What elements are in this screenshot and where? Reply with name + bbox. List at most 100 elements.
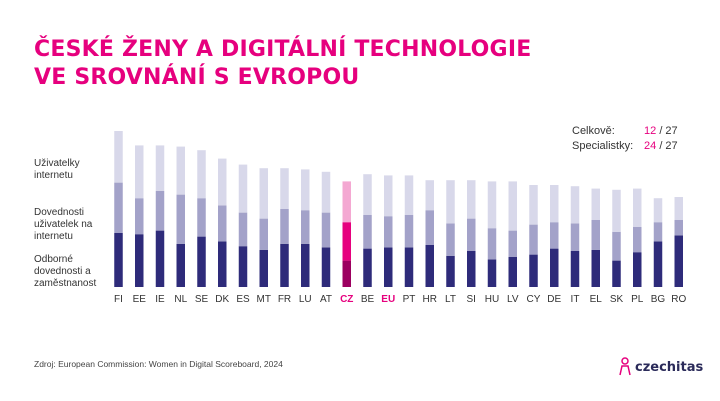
bar-at-segment-3 [321,171,331,213]
bar-be-segment-1 [363,248,372,287]
bar-ee-segment-2 [135,198,144,235]
tick-label-el: EL [590,294,603,305]
bar-be-segment-3 [363,174,372,215]
tick-label-hr: HR [423,294,437,305]
bar-se-segment-3 [197,150,206,199]
bar-fi-segment-3 [114,131,123,183]
bar-ee-segment-3 [135,145,144,199]
bar-dk-segment-1 [218,241,227,287]
bar-sk-segment-3 [612,189,621,232]
bar-de-segment-3 [550,185,559,223]
bar-es-segment-3 [238,164,248,213]
bar-lt-segment-2 [446,223,455,256]
bar-lt-segment-1 [446,255,455,287]
bar-sk-segment-1 [612,260,621,287]
bar-el-segment-1 [591,249,600,287]
bar-el-segment-2 [591,219,600,250]
tick-label-es: ES [236,294,250,305]
czechitas-logo: czechitas [617,357,703,377]
bar-lv-segment-3 [508,181,517,231]
logo-icon [619,357,631,376]
tick-label-it: IT [571,294,580,305]
label-internet-users: Uživatelky internetu [34,158,80,181]
source-note: Zdroj: European Commission: Women in Dig… [34,359,283,369]
bar-cy-segment-3 [529,185,538,225]
bar-hu-segment-1 [487,259,497,287]
bar-ro-segment-3 [674,197,683,220]
bar-lv-segment-1 [508,257,517,287]
bar-dk-segment-3 [218,158,227,206]
tick-label-se: SE [195,294,209,305]
tick-label-hu: HU [485,294,499,305]
bar-fr-segment-1 [280,243,289,287]
tick-label-cz: CZ [340,294,353,305]
bar-mt-segment-1 [259,249,268,287]
tick-label-cy: CY [527,294,541,305]
bar-hu-segment-2 [487,228,497,260]
ranking-specialists-label: Specialistky: [572,140,634,152]
bar-de-segment-2 [550,222,559,249]
bar-pt-segment-2 [404,215,414,248]
bar-nl-segment-2 [176,194,185,244]
bar-dk-segment-2 [218,205,227,242]
ranking-specialists-position: 24 [644,140,657,152]
bar-it-segment-2 [570,223,580,251]
bar-ie-segment-1 [155,230,165,287]
bar-cz-segment-3 [342,181,351,223]
bar-fi-segment-1 [114,233,123,287]
bar-ro-segment-2 [674,219,683,236]
tick-label-fr: FR [278,294,291,305]
bar-pl-segment-2 [633,227,642,253]
bar-cz-segment-2 [342,222,351,261]
bar-hr-segment-1 [425,245,434,287]
bar-lv-segment-2 [508,230,517,257]
bar-pl-segment-3 [633,188,642,227]
bar-at-segment-1 [321,247,331,287]
chart-title: ČESKÉ ŽENY A DIGITÁLNÍ TECHNOLOGIE VE SR… [34,36,531,92]
tick-label-sk: SK [610,294,624,305]
tick-label-nl: NL [174,294,187,305]
bar-eu-segment-1 [384,247,393,287]
bar-cy-segment-2 [529,224,538,255]
bar-nl-segment-1 [176,243,185,287]
bar-ro-segment-1 [674,235,683,287]
tick-label-pt: PT [403,294,416,305]
bar-at-segment-2 [321,212,331,248]
tick-label-at: AT [320,294,332,305]
title-line-1: ČESKÉ ŽENY A DIGITÁLNÍ TECHNOLOGIE [34,37,532,62]
ranking-specialists: Specialistky: 24 / 27 [572,139,678,154]
tick-label-bg: BG [651,294,666,305]
ranking-specialists-total: / 27 [659,140,678,152]
bar-eu-segment-3 [384,175,393,217]
ranking-box: Celkově: 12 / 27 Specialistky: 24 / 27 [572,124,678,154]
label-internet-skills: Dovednosti uživatelek na internetu [34,207,93,242]
bar-lu-segment-3 [301,169,310,211]
bar-eu-segment-2 [384,216,393,248]
bar-ie-segment-2 [155,191,165,231]
tick-label-mt: MT [257,294,271,305]
ranking-overall-label: Celkově: [572,125,615,137]
bar-sk-segment-2 [612,231,621,261]
tick-label-eu: EU [381,294,395,305]
bar-bg-segment-2 [653,222,663,242]
bar-se-segment-1 [197,236,206,287]
ranking-overall-total: / 27 [659,125,678,137]
tick-label-ee: EE [133,294,147,305]
bar-lu-segment-1 [301,243,310,287]
bar-mt-segment-3 [259,168,268,219]
bar-pl-segment-1 [633,252,642,287]
tick-label-be: BE [361,294,375,305]
bar-bg-segment-3 [653,198,663,223]
bar-hu-segment-3 [487,181,497,229]
label-specialist-skills: Odborné dovednosti a zaměstnanost [34,254,97,289]
bar-fr-segment-2 [280,209,289,244]
bar-it-segment-3 [570,186,580,224]
ranking-overall-position: 12 [644,125,657,137]
bar-be-segment-2 [363,215,372,249]
bar-cy-segment-1 [529,254,538,287]
bar-bg-segment-1 [653,241,663,287]
tick-label-lt: LT [445,294,456,305]
ranking-overall: Celkově: 12 / 27 [572,124,678,139]
bar-hr-segment-3 [425,180,434,211]
